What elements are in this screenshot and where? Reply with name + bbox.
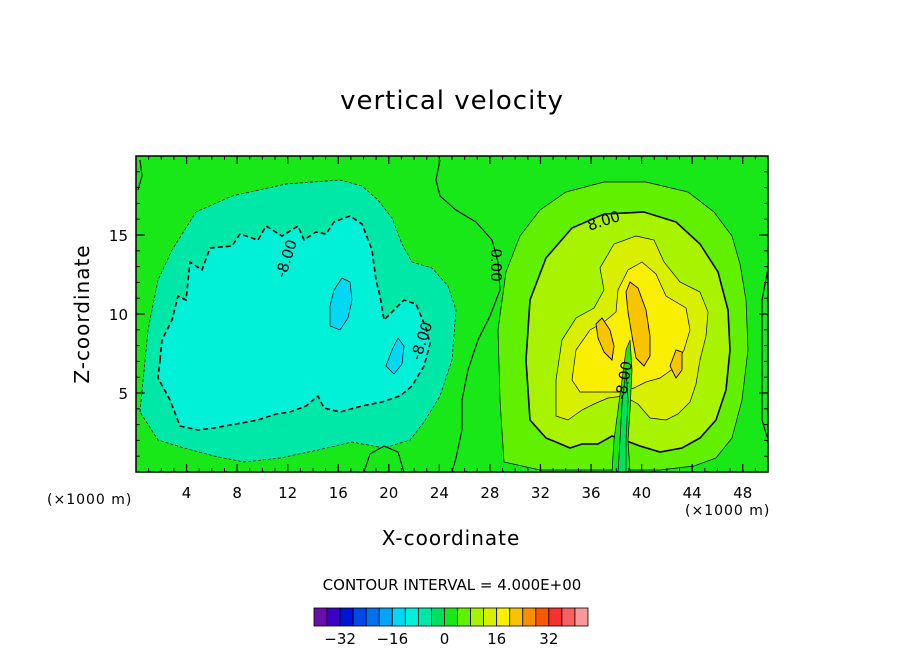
plot-area xyxy=(136,156,768,472)
x-tick-label: 48 xyxy=(733,484,752,502)
colorbar-swatch xyxy=(574,607,589,627)
colorbar-swatch xyxy=(470,607,485,627)
colorbar-swatch xyxy=(391,607,406,627)
colorbar-swatch xyxy=(522,607,537,627)
x-tick-label: 36 xyxy=(581,484,600,502)
y-tick-label: 5 xyxy=(118,385,128,403)
x-tick-label: 44 xyxy=(683,484,702,502)
contour-label-text: 0.00 xyxy=(487,248,505,281)
contour-zero-bottom xyxy=(363,445,405,472)
x-tick-label: 32 xyxy=(531,484,550,502)
x-axis: 4 8 12 16 20 24 28 32 36 40 44 48 xyxy=(148,156,756,502)
colorbar-swatch xyxy=(417,607,432,627)
colorbar-swatch xyxy=(535,607,550,627)
colorbar: −32 −16 0 16 32 xyxy=(313,607,589,648)
colorbar-swatch xyxy=(378,607,393,627)
colorbar-swatch xyxy=(326,607,341,627)
colorbar-swatch xyxy=(404,607,419,627)
contour-zero-right xyxy=(761,267,768,441)
y-tick-label: 15 xyxy=(109,227,128,245)
chart-title: vertical velocity xyxy=(340,86,564,116)
contour-fill-pos-20a xyxy=(625,281,651,367)
colorbar-swatch xyxy=(339,607,354,627)
colorbar-swatch xyxy=(483,607,498,627)
contour-zero xyxy=(435,159,501,472)
x-tick-label: 16 xyxy=(329,484,348,502)
colorbar-swatch xyxy=(496,607,511,627)
y-axis: 5 10 15 xyxy=(109,171,768,457)
contour-fill-neg-12b xyxy=(385,337,405,375)
x-tick-label: 28 xyxy=(480,484,499,502)
colorbar-swatch xyxy=(457,607,471,627)
colorbar-tick-label: 32 xyxy=(539,630,558,648)
contour-fill-neg-8 xyxy=(157,215,431,431)
x-tick-label: 12 xyxy=(278,484,297,502)
colorbar-tick-label: 0 xyxy=(440,630,450,648)
contour-zero-left xyxy=(137,159,143,191)
y-axis-label: Z-coordinate xyxy=(70,244,94,384)
colorbar-swatch xyxy=(444,607,458,627)
x-tick-label: 40 xyxy=(632,484,651,502)
colorbar-swatch xyxy=(365,607,380,627)
colorbar-swatch xyxy=(509,607,524,627)
x-tick-label: 8 xyxy=(232,484,242,502)
contour-fill-pos-20c xyxy=(669,349,683,379)
y-tick-label: 10 xyxy=(109,306,128,324)
x-tick-label: 24 xyxy=(430,484,449,502)
colorbar-swatch xyxy=(431,607,445,627)
colorbar-tick-label: −16 xyxy=(376,630,408,648)
contour-strip-cyan xyxy=(617,369,629,472)
colorbar-tick-label: 16 xyxy=(487,630,506,648)
x-tick-label: 4 xyxy=(182,484,192,502)
x-unit-right: (×1000 m) xyxy=(685,503,771,519)
colorbar-swatch xyxy=(313,607,328,627)
contour-label: 0.00 xyxy=(487,248,505,281)
contour-interval-text: CONTOUR INTERVAL = 4.000E+00 xyxy=(322,576,582,594)
x-unit-left: (×1000 m) xyxy=(47,492,133,508)
contour-fill-pos-20b xyxy=(595,317,615,361)
x-axis-label: X-coordinate xyxy=(381,526,521,550)
contour-fill-neg-12a xyxy=(329,277,353,331)
colorbar-swatch xyxy=(352,607,367,627)
colorbar-swatch xyxy=(561,607,576,627)
x-tick-label: 20 xyxy=(379,484,398,502)
colorbar-swatch xyxy=(548,607,563,627)
colorbar-tick-label: −32 xyxy=(324,630,356,648)
